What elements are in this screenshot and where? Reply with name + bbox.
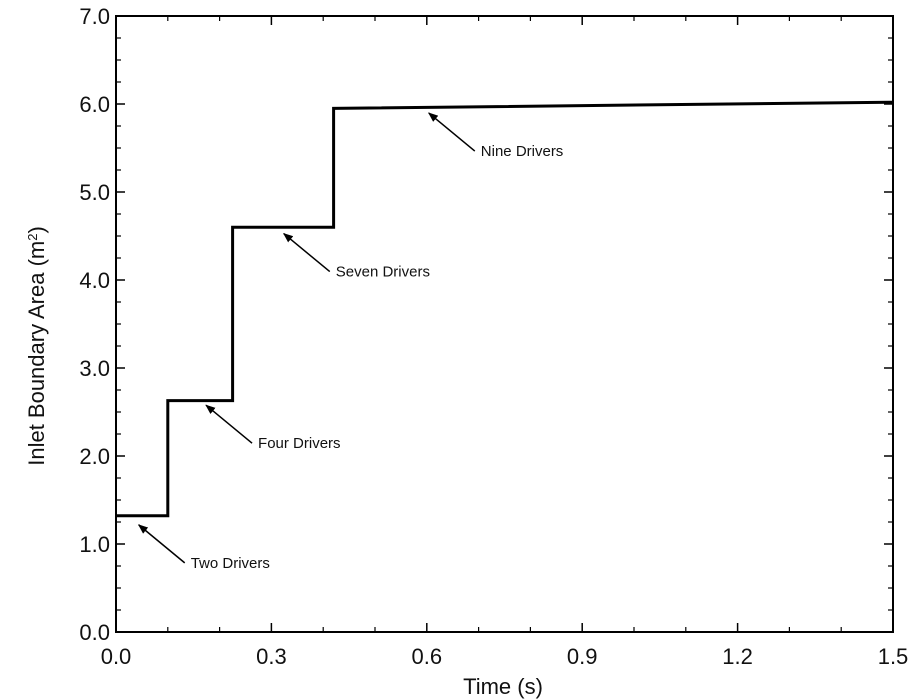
y-axis-ticks: 0.0 1.0 2.0 3.0 4.0 5.0 6.0 7.0 xyxy=(79,4,893,645)
y-tick-label: 1.0 xyxy=(79,532,110,557)
annotation-label: Nine Drivers xyxy=(481,143,564,160)
annotation-label: Seven Drivers xyxy=(336,264,430,281)
x-tick-label: 1.5 xyxy=(878,644,909,669)
x-axis-ticks: 0.0 0.3 0.6 0.9 1.2 1.5 xyxy=(101,16,909,669)
annotation-arrow xyxy=(282,232,331,273)
y-tick-label: 2.0 xyxy=(79,444,110,469)
y-tick-label: 3.0 xyxy=(79,356,110,381)
y-tick-label: 7.0 xyxy=(79,4,110,29)
x-tick-label: 0.9 xyxy=(567,644,598,669)
x-tick-label: 0.3 xyxy=(256,644,287,669)
annotation-layer: Two Drivers Four Drivers Seven Drivers Nine… xyxy=(137,112,564,572)
x-tick-label: 0.6 xyxy=(412,644,443,669)
y-axis-title: Inlet Boundary Area (m2) xyxy=(24,226,49,466)
y-axis-title-end: ) xyxy=(24,226,49,233)
y-tick-label: 0.0 xyxy=(79,620,110,645)
x-tick-label: 1.2 xyxy=(722,644,753,669)
y-tick-label: 4.0 xyxy=(79,268,110,293)
annotation-label: Two Drivers xyxy=(191,555,270,572)
plot-frame xyxy=(115,15,894,633)
x-tick-label: 0.0 xyxy=(101,644,132,669)
y-tick-label: 6.0 xyxy=(79,92,110,117)
y-axis-title-superscript: 2 xyxy=(25,234,40,241)
inlet-area-step-line xyxy=(116,100,894,518)
annotation-arrow xyxy=(137,524,186,564)
y-tick-label: 5.0 xyxy=(79,180,110,205)
annotation-arrow xyxy=(205,404,253,444)
annotation-arrow xyxy=(428,112,476,152)
x-axis-title: Time (s) xyxy=(463,674,543,699)
series-layer xyxy=(116,100,894,518)
y-axis-title-main: Inlet Boundary Area (m xyxy=(24,241,49,466)
annotation-label: Four Drivers xyxy=(258,435,341,452)
